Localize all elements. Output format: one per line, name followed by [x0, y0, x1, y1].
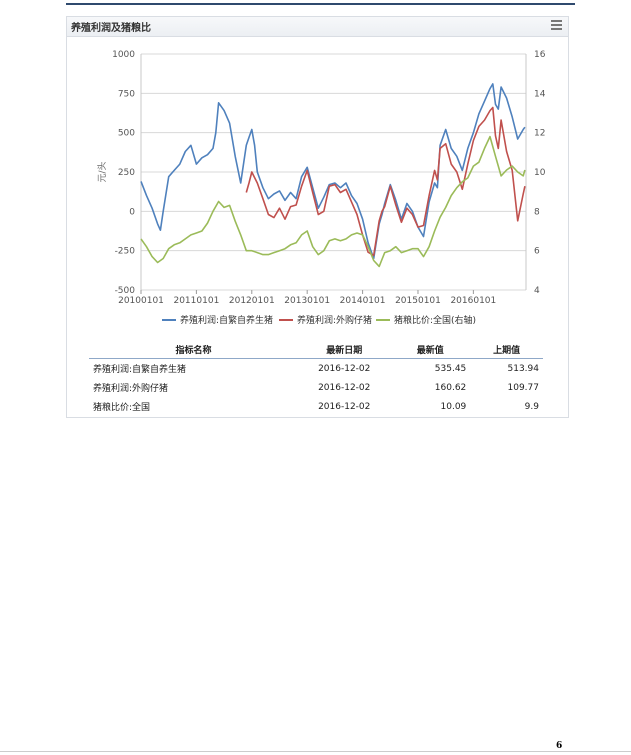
table-header-row: 指标名称 最新日期 最新值 上期值 [89, 341, 543, 359]
y-tick-label: 0 [129, 207, 135, 217]
y-axis-title: 元/头 [97, 161, 108, 182]
row-date: 2016-12-02 [318, 363, 371, 374]
row-date: 2016-12-02 [318, 382, 371, 393]
x-tick-label: 20130101 [284, 296, 330, 306]
legend-label: 猪粮比价:全国(右轴) [394, 314, 476, 326]
x-tick-label: 20140101 [340, 296, 386, 306]
table-row: 养殖利润:外购仔猪 2016-12-02 160.62 109.77 [89, 378, 543, 397]
y-tick-label: 500 [118, 129, 135, 139]
legend-item-1: 养殖利润:自繁自养生猪 [162, 314, 273, 326]
y2-tick-label: 4 [534, 286, 540, 296]
y-tick-label: -500 [115, 286, 136, 296]
header-previous: 上期值 [470, 341, 543, 359]
panel-title: 养殖利润及猪粮比 [71, 23, 151, 34]
header-name: 指标名称 [89, 341, 299, 359]
chart: 1000 750 500 250 0 -250 -500 16 14 12 10 8 6 4 2010010… [97, 50, 546, 326]
legend-item-2: 养殖利润:外购仔猪 [279, 314, 372, 326]
y2-tick-label: 12 [534, 129, 545, 139]
header-date: 最新日期 [298, 341, 391, 359]
y2-tick-label: 14 [534, 89, 546, 99]
y-tick-label: 750 [118, 89, 135, 99]
row-previous: 109.77 [507, 382, 540, 393]
x-tick-label: 20160101 [450, 296, 496, 306]
x-tick-label: 20120101 [229, 296, 275, 306]
row-latest: 160.62 [434, 382, 467, 393]
row-previous: 513.94 [507, 363, 540, 374]
x-tick-label: 20110101 [173, 296, 219, 306]
panel-header: 养殖利润及猪粮比 [67, 17, 568, 37]
row-name: 猪粮比价:全国 [93, 403, 151, 413]
series-line-1 [140, 83, 526, 260]
row-name: 养殖利润:外购仔猪 [93, 384, 169, 394]
indicator-table: 指标名称 最新日期 最新值 上期值 养殖利润:自繁自养生猪 2016-12-02… [89, 341, 543, 416]
page-number: 6 [556, 741, 563, 751]
row-latest: 10.09 [440, 401, 467, 412]
header-latest: 最新值 [390, 341, 471, 359]
legend-label: 养殖利润:外购仔猪 [297, 314, 372, 326]
y2-tick-label: 10 [534, 168, 546, 178]
y-tick-label: 1000 [112, 50, 135, 60]
legend-label: 养殖利润:自繁自养生猪 [180, 314, 273, 326]
table-row: 猪粮比价:全国 2016-12-02 10.09 9.9 [89, 397, 543, 416]
y2-tick-label: 6 [534, 247, 540, 257]
row-name: 养殖利润:自繁自养生猪 [93, 365, 187, 375]
row-latest: 535.45 [434, 363, 467, 374]
x-tick-label: 20150101 [395, 296, 441, 306]
x-tick-label: 20100101 [118, 296, 164, 306]
series-line-2 [245, 106, 526, 257]
y2-tick-label: 16 [534, 50, 546, 60]
top-rule [66, 3, 575, 5]
series-line-3 [140, 135, 526, 268]
menu-icon[interactable] [551, 20, 562, 32]
legend-item-3: 猪粮比价:全国(右轴) [376, 314, 476, 326]
row-previous: 9.9 [524, 401, 539, 412]
row-date: 2016-12-02 [318, 401, 371, 412]
y2-tick-label: 8 [534, 207, 540, 217]
y-tick-label: -250 [115, 247, 136, 257]
footer-rule [0, 751, 631, 752]
table-row: 养殖利润:自繁自养生猪 2016-12-02 535.45 513.94 [89, 359, 543, 379]
y-tick-label: 250 [118, 168, 135, 178]
